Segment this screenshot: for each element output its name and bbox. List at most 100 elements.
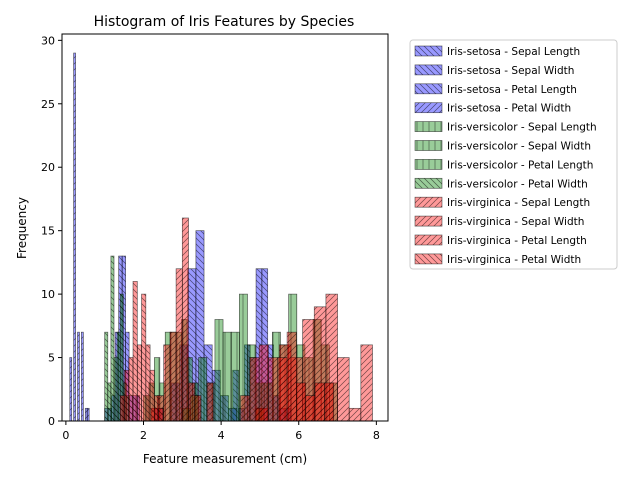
y-axis-label: Frequency: [15, 197, 29, 259]
histogram-bar-hatch: [87, 408, 90, 421]
legend-swatch-hatch: [415, 46, 442, 56]
legend-swatch-hatch: [415, 159, 442, 170]
plot-area: [61, 33, 389, 422]
legend-item: Iris-virginica - Sepal Width: [414, 215, 584, 228]
legend-swatch-hatch: [415, 178, 442, 189]
histogram-bar-hatch: [77, 332, 80, 421]
histogram-bar-hatch: [176, 268, 183, 421]
x-tick-label: 4: [218, 429, 225, 442]
histogram-bar-hatch: [110, 256, 115, 421]
legend-label: Iris-versicolor - Petal Length: [447, 159, 593, 171]
histogram-bar-hatch: [128, 357, 134, 421]
legend-label: Iris-setosa - Petal Width: [447, 103, 571, 115]
histogram-bar-hatch: [122, 256, 126, 421]
histogram-bar-hatch: [81, 332, 84, 421]
histogram-bar-hatch: [305, 395, 316, 421]
y-tick-label: 5: [48, 352, 55, 365]
histogram-bar-hatch: [239, 294, 248, 421]
histogram-bar-hatch: [315, 382, 325, 421]
histogram-bar-hatch: [268, 357, 278, 421]
x-tick-label: 8: [373, 429, 380, 442]
legend-label: Iris-setosa - Petal Length: [447, 84, 577, 96]
histogram-bar-hatch: [145, 344, 151, 421]
histogram-bar-hatch: [337, 357, 350, 421]
legend-swatch-hatch: [415, 235, 442, 245]
histogram-bar-hatch: [117, 332, 121, 421]
histogram-bar-hatch: [187, 268, 196, 421]
histogram-bar-hatch: [120, 294, 124, 421]
histogram-bar-hatch: [194, 395, 201, 421]
histogram-bar-hatch: [325, 294, 338, 421]
y-tick-label: 25: [41, 98, 55, 111]
histogram-bar-hatch: [259, 344, 269, 421]
histogram-bar-hatch: [154, 395, 159, 421]
histogram-bar-hatch: [85, 408, 88, 421]
histogram-bar-hatch: [324, 382, 334, 421]
histogram-bar-hatch: [296, 382, 306, 421]
histogram-bar-hatch: [195, 230, 205, 421]
legend-item: Iris-setosa - Sepal Length: [414, 45, 580, 58]
legend-swatch-hatch: [415, 83, 442, 94]
legend-label: Iris-versicolor - Sepal Length: [447, 122, 597, 134]
histogram-bar-hatch: [158, 408, 163, 421]
legend-swatch-hatch: [415, 102, 442, 113]
legend-swatch-hatch: [415, 253, 442, 264]
histogram-bar-hatch: [150, 370, 155, 421]
legend-item: Iris-versicolor - Petal Width: [414, 177, 588, 190]
legend-swatch-hatch: [415, 121, 442, 132]
legend-label: Iris-virginica - Sepal Width: [447, 216, 584, 228]
histogram-bar-hatch: [207, 382, 214, 421]
histogram-bar-hatch: [107, 382, 111, 421]
histogram-bar-hatch: [141, 294, 146, 421]
legend-item: Iris-versicolor - Petal Length: [414, 159, 593, 171]
histogram-bar-hatch: [349, 408, 361, 421]
histogram-bar-hatch: [120, 395, 125, 421]
legend-item: Iris-setosa - Sepal Width: [414, 64, 574, 77]
histogram-bar-hatch: [287, 332, 297, 421]
histogram-bar-hatch: [133, 281, 138, 421]
y-tick-label: 30: [41, 34, 55, 47]
x-tick-label: 0: [62, 429, 69, 442]
series-4-bars: [69, 52, 90, 422]
legend-item: Iris-versicolor - Sepal Length: [414, 121, 597, 134]
x-axis-label: Feature measurement (cm): [143, 452, 307, 466]
legend-label: Iris-versicolor - Petal Width: [447, 178, 588, 190]
x-tick-label: 6: [295, 429, 302, 442]
x-axis: 0 2 4 6 8: [62, 421, 380, 442]
x-tick-label: 2: [140, 429, 147, 442]
y-tick-label: 15: [41, 225, 55, 238]
histogram-bar-hatch: [198, 357, 207, 421]
histogram-bar-hatch: [182, 217, 189, 421]
histogram-bar-hatch: [214, 319, 224, 421]
legend-label: Iris-setosa - Sepal Length: [447, 46, 580, 58]
histogram-bar-hatch: [240, 395, 250, 421]
legend-label: Iris-setosa - Sepal Width: [447, 65, 574, 77]
legend-frame: [409, 39, 618, 270]
legend-item: Iris-setosa - Petal Length: [414, 83, 577, 96]
legend-label: Iris-virginica - Petal Width: [447, 254, 581, 266]
histogram-bar-hatch: [302, 319, 315, 421]
series-12-bars: [119, 281, 164, 422]
histogram-bar-hatch: [137, 344, 142, 421]
histogram-bar-hatch: [188, 382, 195, 421]
histogram-bar-hatch: [104, 332, 108, 421]
y-tick-label: 20: [41, 161, 55, 174]
histogram-bar-hatch: [169, 332, 177, 421]
legend-item: Iris-virginica - Petal Width: [414, 253, 581, 266]
histogram-bar-hatch: [154, 357, 160, 421]
legend-item: Iris-virginica - Sepal Length: [414, 196, 590, 209]
legend-swatch-hatch: [415, 197, 442, 208]
histogram-bar-hatch: [73, 53, 76, 422]
histogram-bar-hatch: [69, 357, 72, 421]
legend-label: Iris-virginica - Petal Length: [447, 235, 587, 247]
chart-title: Histogram of Iris Features by Species: [94, 14, 355, 30]
legend-swatch-hatch: [415, 64, 442, 75]
histogram-bar-hatch: [360, 344, 373, 421]
y-tick-label: 10: [41, 288, 55, 301]
y-axis: 0 5 10 15 20 25 30: [41, 34, 62, 428]
legend-swatch-hatch: [415, 216, 442, 227]
legend-label: Iris-versicolor - Sepal Width: [447, 141, 591, 153]
histogram-bar-hatch: [124, 370, 129, 421]
legend-swatch-hatch: [415, 140, 442, 151]
